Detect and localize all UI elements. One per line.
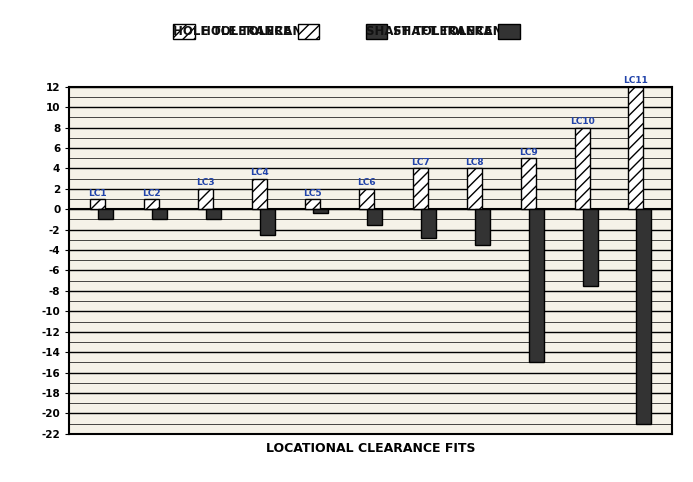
Bar — [252, 179, 267, 209]
Bar — [475, 209, 490, 245]
Bar — [206, 209, 221, 219]
Text: LC3: LC3 — [196, 178, 215, 187]
Text: LC1: LC1 — [88, 188, 107, 198]
Bar — [144, 199, 159, 209]
Bar — [574, 128, 590, 209]
Legend: HOLE TOLERANCE, SHAFT TOLERANCE: HOLE TOLERANCE, SHAFT TOLERANCE — [170, 20, 523, 42]
Text: LC4: LC4 — [249, 168, 268, 177]
Bar — [90, 199, 105, 209]
Text: LC5: LC5 — [304, 188, 322, 198]
Bar — [98, 209, 113, 219]
Legend: HOLE TOLERANCE, SHAFT TOLERANCE: HOLE TOLERANCE, SHAFT TOLERANCE — [170, 20, 523, 42]
Bar — [313, 209, 328, 214]
Bar — [306, 199, 320, 209]
Text: LC8: LC8 — [465, 158, 484, 167]
Text: LC6: LC6 — [358, 178, 376, 187]
Bar — [520, 158, 536, 209]
Bar — [529, 209, 544, 362]
Text: LC10: LC10 — [570, 117, 595, 126]
Text: LC7: LC7 — [411, 158, 430, 167]
Bar — [152, 209, 167, 219]
Bar — [367, 209, 383, 225]
Text: LC9: LC9 — [519, 147, 538, 157]
Bar — [260, 209, 274, 235]
Bar — [629, 87, 643, 209]
X-axis label: LOCATIONAL CLEARANCE FITS: LOCATIONAL CLEARANCE FITS — [266, 442, 475, 455]
Bar — [198, 189, 213, 209]
Bar — [421, 209, 436, 238]
Bar — [467, 168, 482, 209]
Bar — [636, 209, 651, 424]
Bar — [413, 168, 428, 209]
Text: LC11: LC11 — [624, 76, 649, 85]
Bar — [359, 189, 374, 209]
Bar — [583, 209, 597, 286]
Text: LC2: LC2 — [142, 188, 161, 198]
